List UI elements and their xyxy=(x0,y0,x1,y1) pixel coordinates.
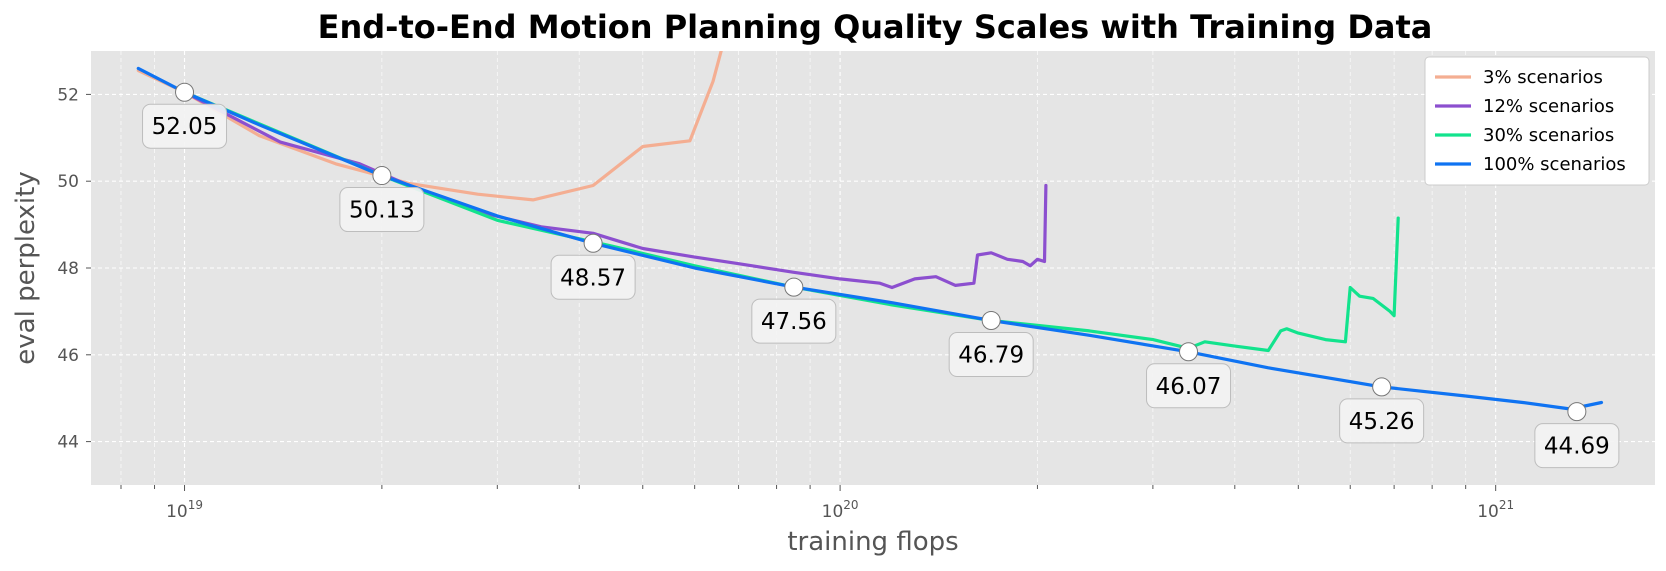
y-axis: 44 46 48 50 52 xyxy=(57,85,91,453)
annotation-marker xyxy=(1179,342,1199,362)
legend-box xyxy=(1424,56,1650,186)
annotation-label: 47.56 xyxy=(761,309,827,335)
annotation-label: 48.57 xyxy=(560,265,626,291)
annotation-marker xyxy=(175,82,195,102)
series-line-30-scenarios xyxy=(182,90,1400,353)
x-axis: 1019 1020 1021 xyxy=(120,485,1514,522)
y-tick-label: 50 xyxy=(57,172,79,192)
annotation-box xyxy=(948,332,1034,378)
annotation-box xyxy=(751,298,837,344)
legend-label: 100% scenarios xyxy=(1483,154,1626,175)
x-axis-label: training flops xyxy=(787,527,958,557)
x-tick-label: 1021 xyxy=(1477,498,1514,522)
annotations: 52.05 50.13 48.57 47.56 46.79 46.07 45.26 44.69 xyxy=(142,82,1620,469)
x-tick-label: 1020 xyxy=(822,498,859,522)
annotation-label: 46.07 xyxy=(1156,374,1222,400)
annotation-marker xyxy=(372,166,392,186)
annotation-marker xyxy=(784,277,804,297)
y-tick-label: 46 xyxy=(57,346,79,366)
y-tick-label: 44 xyxy=(57,433,79,453)
y-tick-label: 48 xyxy=(57,259,79,279)
series-line-100-scenarios xyxy=(136,66,1604,411)
legend: 3% scenarios 12% scenarios 30% scenarios 10… xyxy=(1424,56,1650,186)
annotation-label: 46.79 xyxy=(958,343,1024,369)
annotation-box xyxy=(1534,423,1620,469)
x-tick-label: 1019 xyxy=(166,498,203,522)
annotation-box xyxy=(550,254,636,300)
annotation-box xyxy=(1146,363,1232,409)
annotation-box xyxy=(1339,398,1425,444)
annotation-label: 44.69 xyxy=(1544,434,1610,460)
legend-label: 30% scenarios xyxy=(1483,125,1614,146)
legend-label: 12% scenarios xyxy=(1483,96,1614,117)
series-line-3-scenarios xyxy=(136,51,723,202)
annotation-label: 52.05 xyxy=(152,114,218,140)
annotation-label: 45.26 xyxy=(1349,409,1415,435)
annotation-box xyxy=(142,103,228,149)
annotation-marker xyxy=(981,311,1001,331)
annotation-marker xyxy=(1372,377,1392,397)
annotation-marker xyxy=(583,233,603,253)
chart-title: End-to-End Motion Planning Quality Scale… xyxy=(318,8,1433,46)
annotation-label: 50.13 xyxy=(349,198,415,224)
annotation-marker xyxy=(1567,402,1587,422)
y-axis-label: eval perplexity xyxy=(11,171,41,364)
y-tick-label: 52 xyxy=(57,85,79,105)
series-lines xyxy=(136,51,1604,411)
annotation-box xyxy=(339,187,425,233)
legend-label: 3% scenarios xyxy=(1483,67,1603,88)
